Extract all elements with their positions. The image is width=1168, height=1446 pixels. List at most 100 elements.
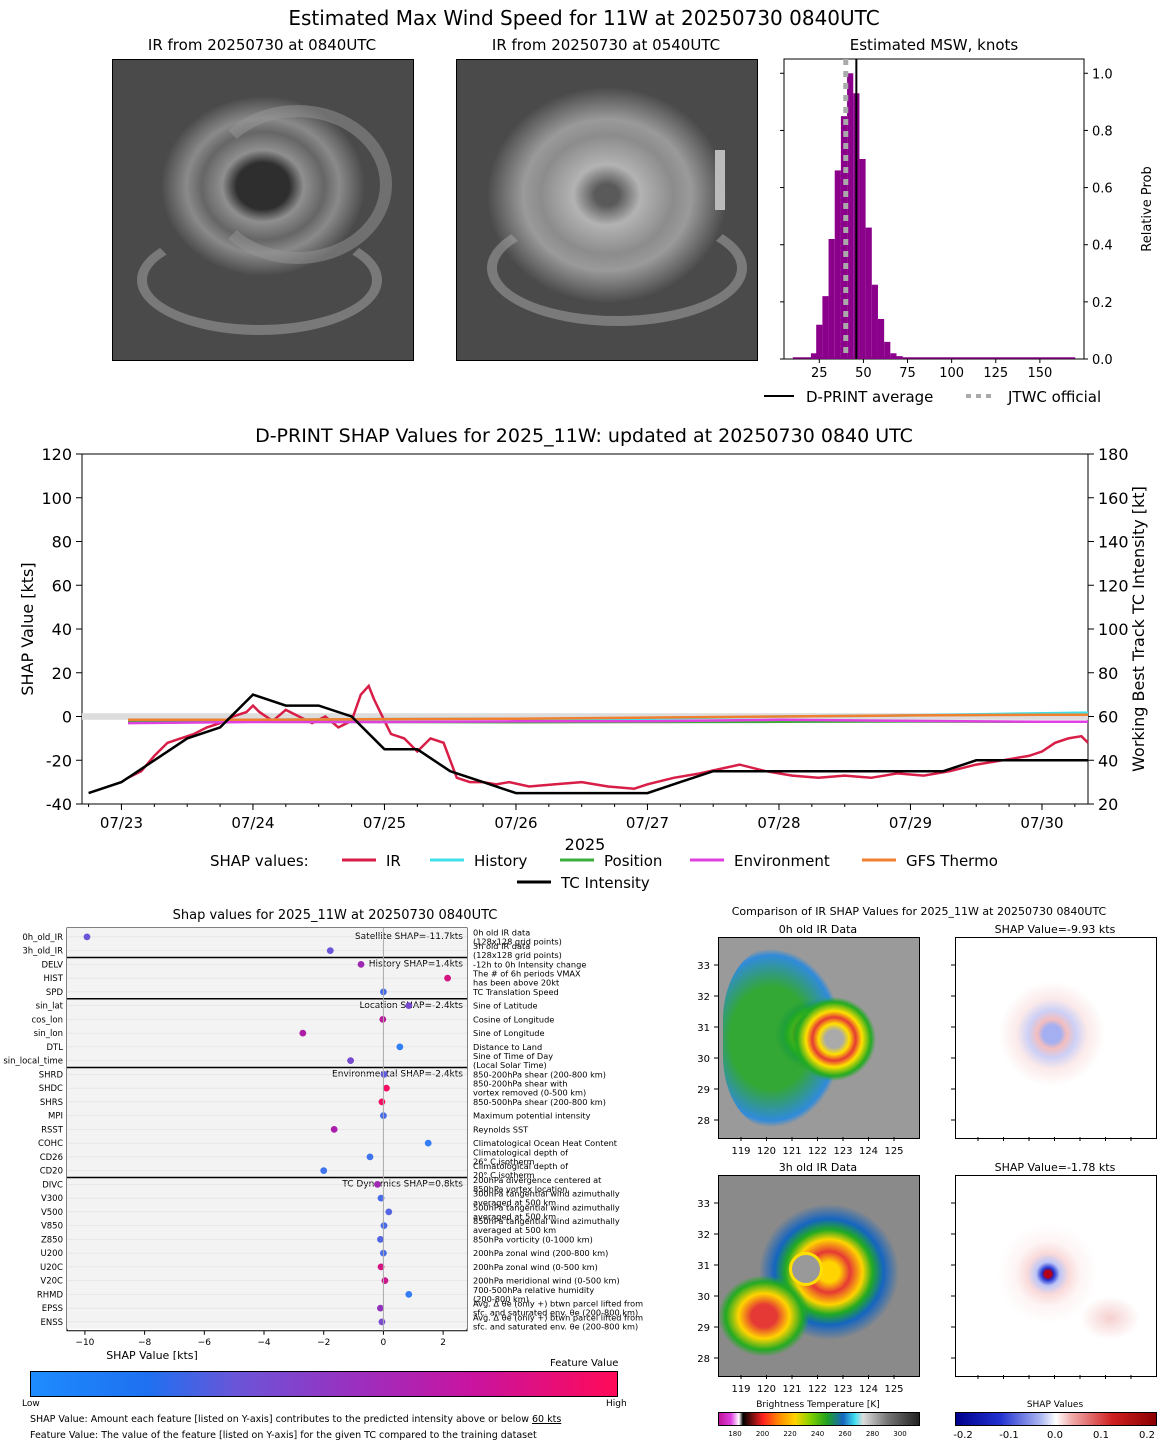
map-lat-label: 33 <box>697 961 710 972</box>
feat-point-sin-local-time <box>347 1057 354 1065</box>
feat-desc: 850-200hPa shear (200-800 km) <box>473 1069 606 1079</box>
map-lon-label: 119 <box>731 1384 750 1395</box>
legend-label-tc-intensity: TC Intensity <box>560 874 650 892</box>
note-feature-value: Feature Value: The value of the feature … <box>30 1430 537 1441</box>
msw-histogram: 25 50 75 100 125 150 0.0 0.2 0.4 0.6 0.8 1.0 Relativ… <box>780 58 1155 381</box>
shap-timeseries-title: D-PRINT SHAP Values for 2025_11W: update… <box>255 425 913 447</box>
feat-name-u20c: U20C <box>40 1263 63 1273</box>
feat-name-rhmd: RHMD <box>37 1290 64 1300</box>
ts-ytick-right-label: 160 <box>1098 489 1129 508</box>
ts-ytick-right-label: 80 <box>1098 664 1118 683</box>
ts-ytick-right-label: 40 <box>1098 751 1118 770</box>
map-lon-label: 122 <box>808 1384 827 1395</box>
feat-point-0h-old-ir <box>83 933 91 941</box>
feat-point-delv <box>357 960 365 968</box>
series-tc-intensity <box>88 693 1088 795</box>
map-lon-label: 123 <box>833 1384 852 1395</box>
feat-desc: Reynolds SST <box>473 1124 529 1134</box>
feat-name-shdc: SHDC <box>39 1084 63 1094</box>
feat-name-v20c: V20C <box>40 1277 63 1287</box>
msw-bar-12 <box>884 341 891 359</box>
msw-bar-6 <box>847 73 854 360</box>
brightness-temperature-colorbar <box>718 1412 920 1426</box>
ts-ytick-label: 120 <box>41 445 72 464</box>
feat-desc: Distance to Land <box>473 1042 542 1052</box>
feat-name-cos-lon: cos_lon <box>31 1015 63 1025</box>
ir-comparison-title: Comparison of IR SHAP Values for 2025_11… <box>731 905 1107 918</box>
feat-desc: averaged at 500 km <box>473 1225 556 1235</box>
feature-value-colorbar <box>30 1371 618 1397</box>
feat-desc: 850-500hPa shear (200-800 km) <box>473 1097 606 1107</box>
feat-desc: averaged at 500 km <box>473 1198 556 1208</box>
legend-label-environment: Environment <box>734 852 830 870</box>
ts-xtick-label: 07/24 <box>231 814 274 832</box>
bt-tick-label: 260 <box>838 1430 851 1438</box>
ts-plot-frame <box>81 453 1089 805</box>
ir-right-title: IR from 20250730 at 0540UTC <box>491 36 721 54</box>
msw-title: Estimated MSW, knots <box>849 36 1019 54</box>
feat-name-enss: ENSS <box>40 1318 63 1328</box>
msw-xtick-label: 25 <box>811 366 828 381</box>
ts-ytick-right-label: 60 <box>1098 708 1118 727</box>
feat-xlabel: SHAP Value [kts] <box>106 1349 198 1360</box>
feat-point-sin-lon <box>299 1029 307 1037</box>
feat-desc: Avg. Δ θe (only +) btwn parcel lifted fr… <box>473 1299 643 1309</box>
feat-name-sin-lat: sin_lat <box>36 1002 64 1012</box>
note-shap-value: SHAP Value: Amount each feature [listed … <box>30 1414 561 1425</box>
map-lat-label: 32 <box>697 1230 710 1241</box>
map-lat-label: 31 <box>697 1261 710 1272</box>
feat-desc: 850hPa vorticity (0-1000 km) <box>473 1234 593 1244</box>
msw-bar-13 <box>890 353 897 359</box>
feat-point-u20c <box>377 1263 385 1271</box>
msw-bar-3 <box>828 239 835 359</box>
feat-desc: 850hPa vortex location <box>473 1184 567 1194</box>
feat-point-shrd <box>380 1070 388 1078</box>
msw-ytick-label: 1.0 <box>1092 67 1113 82</box>
colorbar-low: Low <box>22 1399 40 1409</box>
feat-name-cohc: COHC <box>38 1139 63 1149</box>
panel-title-shap-3h: SHAP Value=-1.78 kts <box>994 1161 1116 1174</box>
feat-name-spd: SPD <box>46 988 64 998</box>
feat-desc: Sine of Time of Day <box>473 1051 553 1061</box>
feat-xtick-label: −2 <box>317 1338 330 1348</box>
feat-group-band <box>67 1067 467 1178</box>
bt-tick-label: 200 <box>756 1430 769 1438</box>
feat-name-hist: HIST <box>44 974 64 984</box>
feat-desc: 500hPa tangential wind azimuthally <box>473 1202 620 1212</box>
panel-title-shap-0h: SHAP Value=-9.93 kts <box>994 923 1116 936</box>
legend-label-history: History <box>474 852 527 870</box>
msw-bar-1 <box>816 324 823 359</box>
feat-desc: 200hPa zonal wind (0-500 km) <box>473 1262 598 1272</box>
msw-xtick-label: 50 <box>855 366 872 381</box>
map-lat-label: 30 <box>697 1054 710 1065</box>
feat-desc: 3h old IR data <box>473 941 530 951</box>
sv-tick-label: 0.0 <box>1047 1430 1063 1441</box>
shap-values-label: SHAP Values <box>1026 1400 1084 1410</box>
map-lon-label: 120 <box>757 1384 776 1395</box>
feat-point-cd26 <box>366 1153 374 1161</box>
map-lon-label: 125 <box>884 1384 903 1395</box>
sv-tick-label: 0.2 <box>1139 1430 1155 1441</box>
map-lon-label: 119 <box>731 1146 750 1157</box>
panel-title-3h: 3h old IR Data <box>778 1161 858 1174</box>
feat-point-v20c <box>381 1277 389 1285</box>
feat-name-epss: EPSS <box>42 1304 63 1314</box>
sv-tick-label: -0.1 <box>999 1430 1019 1441</box>
bt-tick-label: 240 <box>811 1430 824 1438</box>
feat-desc: 200hPa divergence centered at <box>473 1175 602 1185</box>
feat-point-cohc <box>424 1139 432 1147</box>
ts-zero-band <box>82 713 1088 720</box>
ir-left-title: IR from 20250730 at 0840UTC <box>147 36 377 54</box>
ts-ytick-label: -40 <box>46 795 72 814</box>
msw-ytick-label: 0.6 <box>1092 182 1113 197</box>
feat-name-sin-local-time: sin_local_time <box>3 1057 63 1067</box>
ts-ytick-label: 0 <box>62 708 72 727</box>
ts-xtick-label: 07/25 <box>363 814 406 832</box>
shap-legend: SHAP values: IR History Position Environment… <box>210 852 998 892</box>
shap-timeseries-chart: 07/23 07/24 07/25 07/26 07/27 07/28 07/29 07/30… <box>18 445 1148 854</box>
ts-ytick-label: -20 <box>46 751 72 770</box>
map-lat-label: 33 <box>697 1199 710 1210</box>
feat-name-u200: U200 <box>41 1249 63 1259</box>
feat-desc: (128x128 grid points) <box>473 936 562 946</box>
